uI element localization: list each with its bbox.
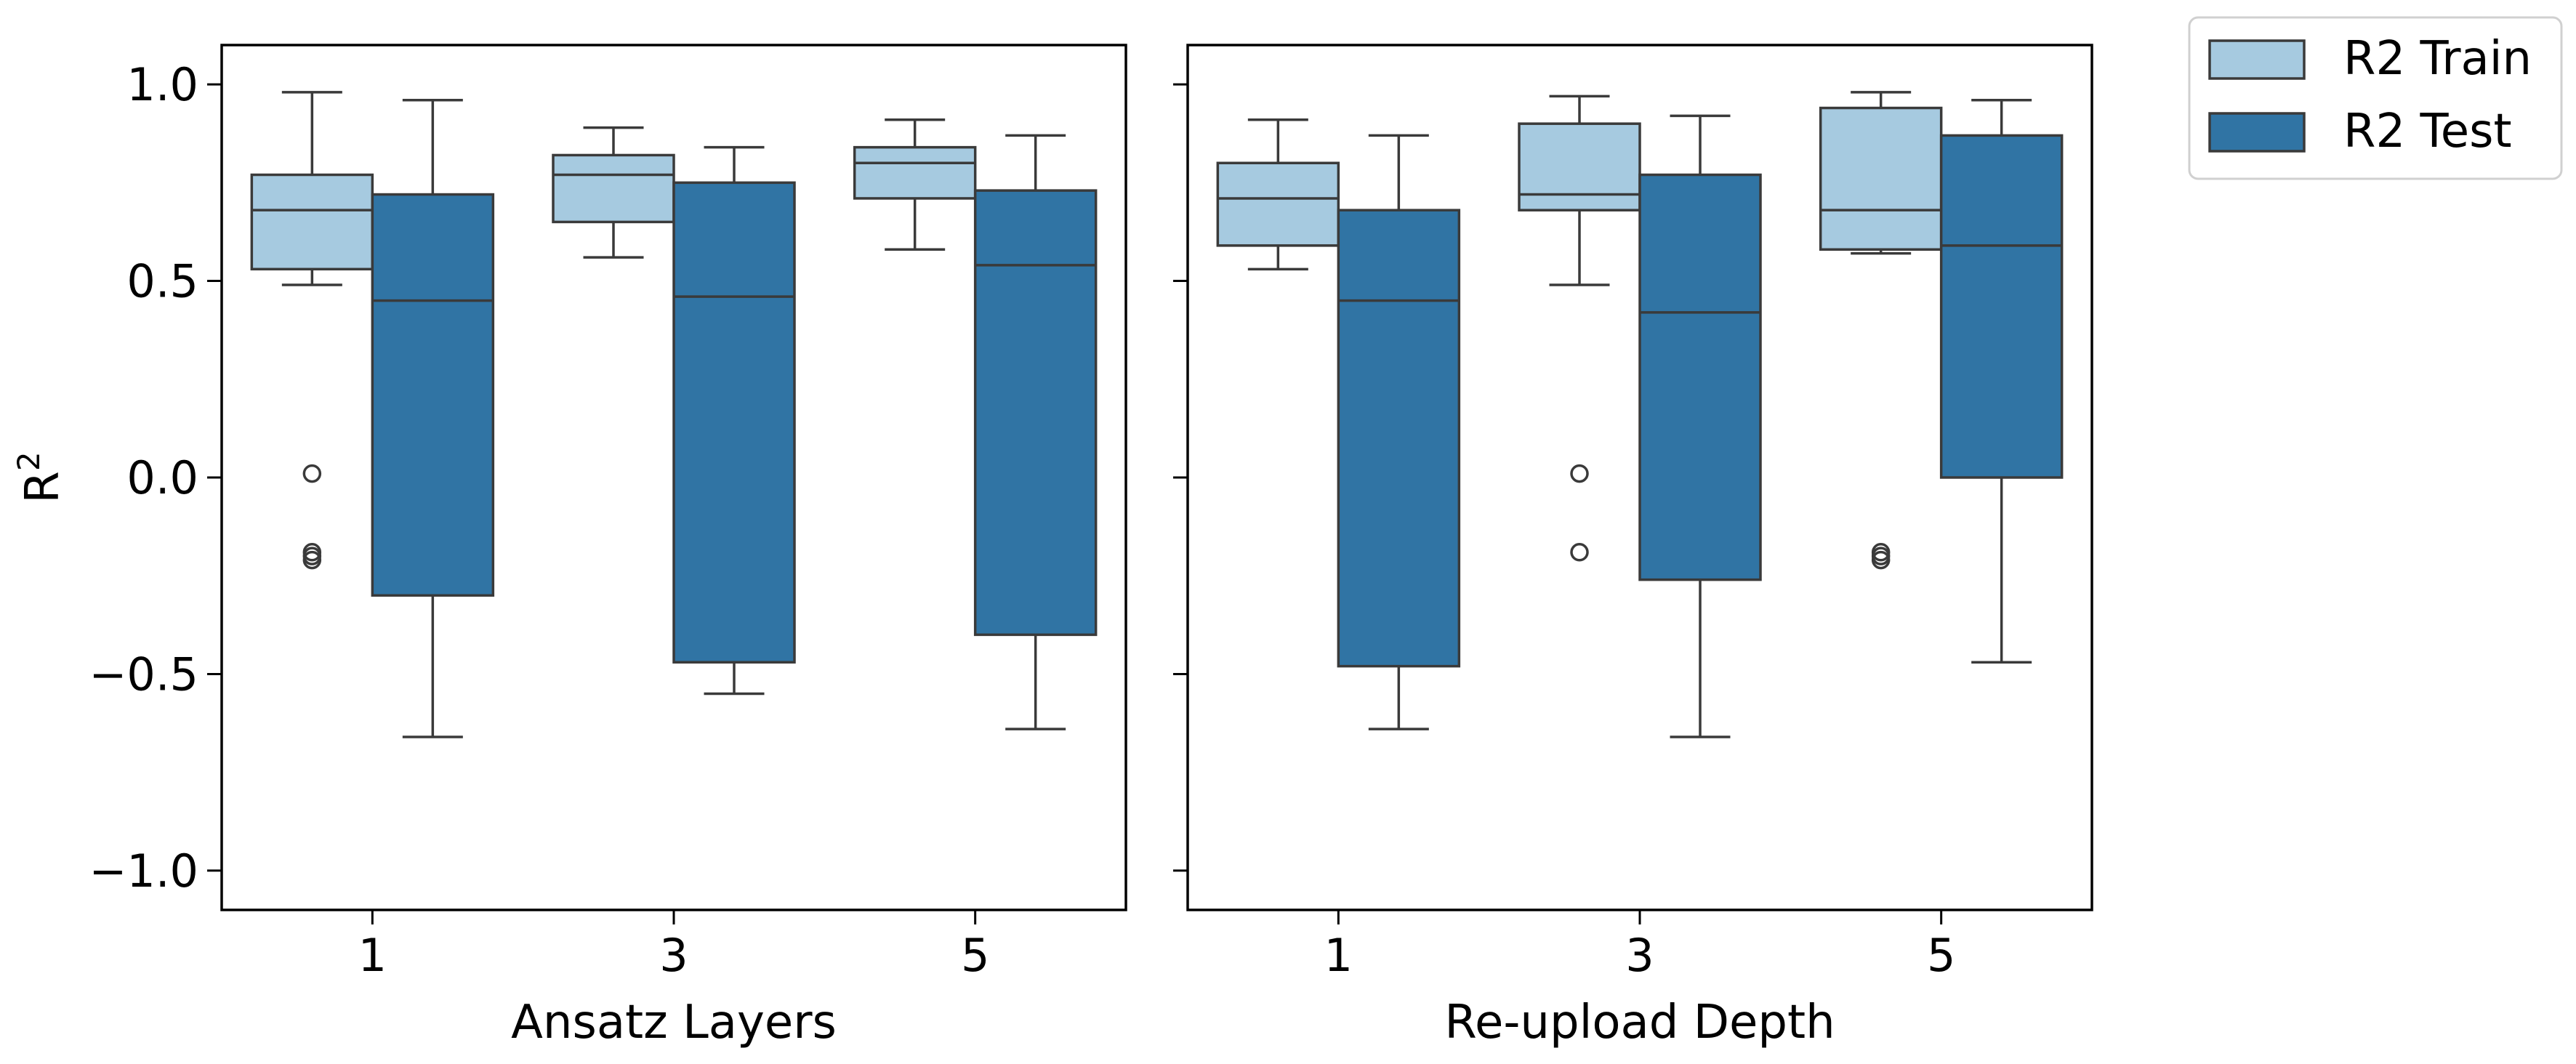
subplot-1: 1.0 0.5 0.0 −0.5 −1.0 1 3 5 Ansatz Layers xyxy=(89,44,1127,1049)
box-train xyxy=(552,126,675,259)
box-body xyxy=(672,181,796,664)
y-axis-label-superscript: 2 xyxy=(11,451,47,471)
x-axis-label: Ansatz Layers xyxy=(511,996,837,1049)
box-body xyxy=(1518,122,1641,211)
outlier-point xyxy=(1871,550,1891,570)
box-body xyxy=(250,173,374,271)
box-test xyxy=(1337,134,1461,730)
legend-label: R2 Train xyxy=(2343,32,2532,86)
legend-swatch xyxy=(2208,112,2306,153)
y-axis-label: R2 xyxy=(11,451,70,503)
y-tick-label: 1.0 xyxy=(126,58,198,111)
box-body xyxy=(1337,209,1461,668)
x-tick-label: 3 xyxy=(659,929,688,982)
box-train xyxy=(1216,118,1340,271)
box-test xyxy=(1638,114,1762,738)
box-test xyxy=(672,145,796,696)
box-body xyxy=(371,193,495,597)
x-axis-label: Re-upload Depth xyxy=(1444,996,1835,1049)
box-train xyxy=(1518,94,1641,562)
y-tick-label: −1.0 xyxy=(89,845,198,898)
box-body xyxy=(1939,134,2064,479)
legend-label: R2 Test xyxy=(2343,105,2512,158)
plot-frame xyxy=(220,44,1127,911)
box-body xyxy=(973,189,1098,637)
box-body xyxy=(1638,173,1762,581)
box-body xyxy=(1216,161,1340,247)
outlier-point xyxy=(302,464,322,483)
y-tick-label: −0.5 xyxy=(89,648,198,701)
y-axis-label-base: R xyxy=(16,471,70,503)
box-train xyxy=(1819,91,1943,570)
outlier-point xyxy=(1570,464,1589,483)
plot-frame xyxy=(1186,44,2093,911)
box-test xyxy=(1939,98,2064,664)
box-body xyxy=(853,145,977,200)
x-tick-label: 3 xyxy=(1625,929,1654,982)
y-tick-label: 0.0 xyxy=(126,451,198,504)
box-test xyxy=(371,98,495,738)
box-train xyxy=(250,91,374,570)
x-tick-label: 5 xyxy=(961,929,989,982)
y-tick-label: 0.5 xyxy=(126,255,198,308)
box-test xyxy=(973,134,1098,730)
x-tick-label: 1 xyxy=(358,929,387,982)
box-body xyxy=(1819,106,1943,251)
outlier-point xyxy=(302,550,322,570)
x-tick-label: 1 xyxy=(1324,929,1353,982)
subplot-2: 1 3 5 Re-upload Depth xyxy=(1173,44,2093,1049)
legend: R2 Train R2 Test xyxy=(2188,16,2563,180)
x-tick-label: 5 xyxy=(1927,929,1955,982)
box-body xyxy=(552,153,675,224)
legend-swatch xyxy=(2208,39,2306,80)
box-train xyxy=(853,118,977,251)
outlier-point xyxy=(1570,543,1589,562)
